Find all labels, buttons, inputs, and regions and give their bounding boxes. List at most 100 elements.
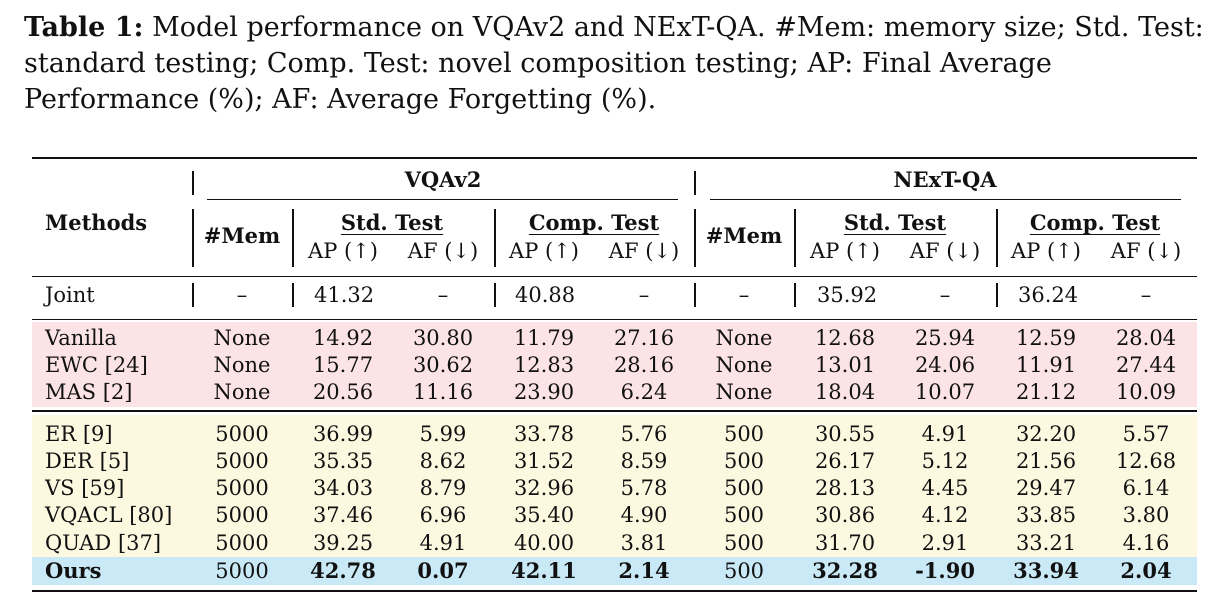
table-cell: 6.24 [620, 380, 668, 404]
header-rule [32, 276, 1197, 278]
nextqa-header: NExT-QA [893, 167, 997, 192]
vsep [192, 283, 194, 307]
vsep [292, 209, 294, 267]
table-cell: 5000 [215, 559, 269, 583]
table-cell: 2.91 [921, 531, 969, 555]
method-name: Vanilla [45, 326, 117, 350]
table-cell: 0.07 [417, 558, 469, 583]
vqav2-underline [207, 199, 678, 201]
ap-header: AP (↑) [1011, 239, 1081, 263]
nextqa-underline [710, 199, 1181, 201]
joint-cell: 35.92 [817, 283, 878, 307]
table-cell: 28.04 [1115, 326, 1177, 350]
table-cell: 10.09 [1115, 380, 1177, 404]
table-cell: 34.03 [312, 476, 374, 500]
nextqa-std-test-header: Std. Test [843, 210, 947, 235]
table-cell: 5000 [215, 422, 269, 446]
table-cell: None [715, 326, 773, 350]
ap-header: AP (↑) [509, 239, 579, 263]
table-cell: 5000 [215, 503, 269, 527]
table-cell: 8.62 [419, 449, 467, 473]
vsep [292, 283, 294, 307]
vsep [794, 209, 796, 267]
replay-band [32, 415, 1197, 557]
caption-label: Table 1: [24, 12, 144, 43]
methods-header: Methods [45, 210, 148, 235]
table-cell: 30.80 [412, 326, 474, 350]
vsep [996, 283, 998, 307]
table-cell: 36.99 [312, 422, 374, 446]
top-rule [32, 157, 1197, 160]
table-cell: 12.83 [513, 353, 575, 377]
table-cell: 32.28 [812, 558, 878, 583]
nextqa-mem-header: #Mem [705, 223, 783, 248]
table-cell: 5000 [215, 476, 269, 500]
table-cell: 28.13 [814, 476, 876, 500]
table-cell: 4.91 [921, 422, 969, 446]
table-cell: 24.06 [914, 353, 976, 377]
table-cell: None [213, 353, 271, 377]
joint-label: Joint [45, 283, 95, 307]
method-name: EWC [24] [45, 353, 148, 377]
joint-rule [32, 319, 1197, 321]
table-cell: 23.90 [513, 380, 575, 404]
table-cell: 29.47 [1015, 476, 1077, 500]
table-cell: 30.62 [412, 353, 474, 377]
baseline-band [32, 322, 1197, 407]
table-cell: None [213, 326, 271, 350]
af-header: AF (↓) [1110, 239, 1182, 263]
joint-cell: 40.88 [515, 283, 576, 307]
baseline-rule [32, 410, 1197, 413]
table-cell: 33.94 [1013, 558, 1079, 583]
method-name: VS [59] [45, 476, 125, 500]
table-cell: 2.14 [618, 558, 670, 583]
table-cell: 28.16 [613, 353, 675, 377]
table-cell: 5.78 [620, 476, 668, 500]
method-name: ER [9] [45, 422, 113, 446]
table-cell: 11.16 [412, 380, 474, 404]
table-cell: 11.79 [513, 326, 575, 350]
table-cell: 3.80 [1122, 503, 1170, 527]
table-cell: 15.77 [312, 353, 374, 377]
joint-cell: – [939, 283, 951, 307]
table-cell: 35.40 [513, 503, 575, 527]
table-cell: 20.56 [312, 380, 374, 404]
table-cell: None [213, 380, 271, 404]
vqav2-std-test-header: Std. Test [340, 210, 444, 235]
table-cell: 21.12 [1015, 380, 1077, 404]
table-cell: 500 [723, 476, 765, 500]
table-cell: 500 [723, 449, 765, 473]
table-cell: 39.25 [312, 531, 374, 555]
vsep [694, 283, 696, 307]
table-cell: 31.52 [513, 449, 575, 473]
ours-band [32, 557, 1197, 585]
joint-cell: – [236, 283, 248, 307]
ap-header: AP (↑) [308, 239, 378, 263]
vsep [192, 209, 194, 267]
table-cell: 33.85 [1015, 503, 1077, 527]
af-header: AF (↓) [608, 239, 680, 263]
table-cell: 26.17 [814, 449, 876, 473]
table-cell: 35.35 [312, 449, 374, 473]
table-cell: 4.90 [620, 503, 668, 527]
table-cell: 8.79 [419, 476, 467, 500]
table-cell: 31.70 [814, 531, 876, 555]
table-cell: 5000 [215, 531, 269, 555]
table-cell: 40.00 [513, 531, 575, 555]
table-cell: 5.99 [419, 422, 467, 446]
table-cell: 33.21 [1015, 531, 1077, 555]
table-cell: 13.01 [814, 353, 876, 377]
table-cell: 4.91 [419, 531, 467, 555]
af-header: AF (↓) [909, 239, 981, 263]
table-cell: 500 [723, 503, 765, 527]
table-cell: None [715, 353, 773, 377]
joint-cell: – [437, 283, 449, 307]
af-header: AF (↓) [407, 239, 479, 263]
table-caption: Table 1: Model performance on VQAv2 and … [24, 10, 1204, 118]
results-table: VQAv2 NExT-QA Methods #Mem #Mem Std. Tes… [32, 157, 1197, 597]
table-cell: 5.57 [1122, 422, 1170, 446]
table-cell: 8.59 [620, 449, 668, 473]
method-name: Ours [45, 558, 102, 583]
vsep [794, 283, 796, 307]
method-name: VQACL [80] [45, 503, 173, 527]
